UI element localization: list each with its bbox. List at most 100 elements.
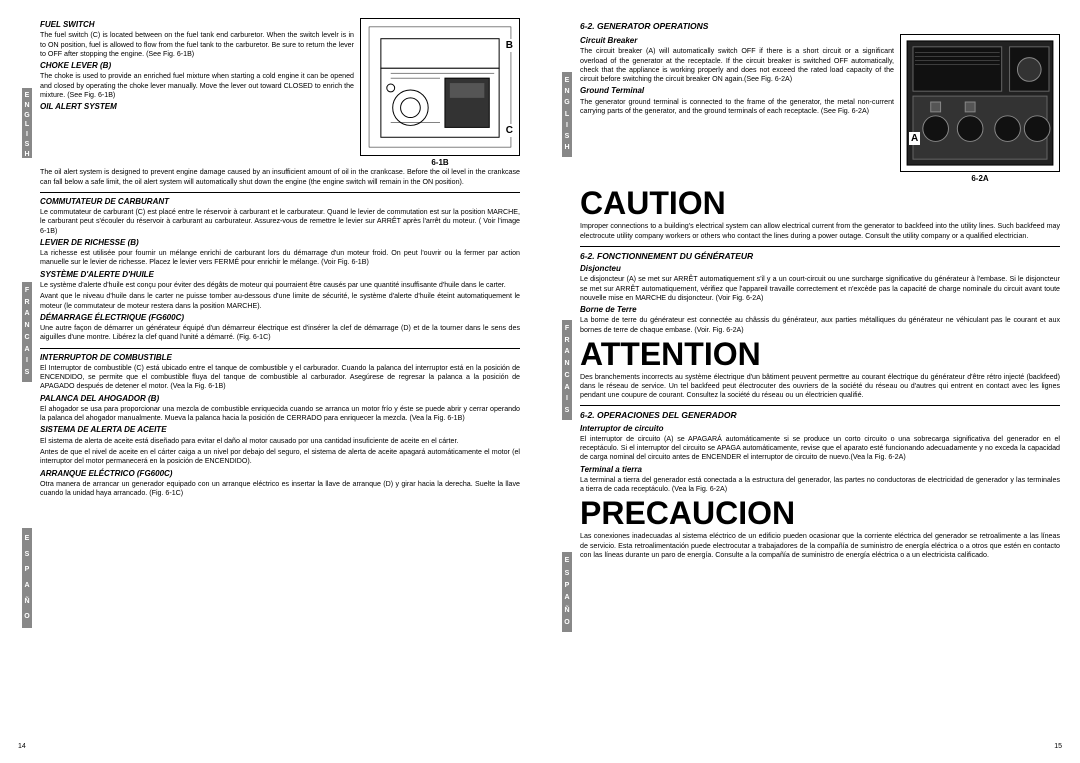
left-content: FUEL SWITCH The fuel switch (C) is locat… — [40, 18, 520, 498]
lang-bar-en-r: E N G L I S H — [562, 72, 572, 157]
text-attention: Des branchements incorrects au système é… — [580, 373, 1060, 401]
lang-letter: S — [565, 569, 570, 579]
divider — [580, 405, 1060, 406]
heading-generator-ops: 6-2. GENERATOR OPERATIONS — [580, 21, 1060, 32]
lang-letter: S — [25, 550, 30, 560]
figure-6-1b: B C 6-1B — [360, 18, 520, 168]
lang-letter: N — [564, 87, 569, 97]
text-fuel-switch: The fuel switch (C) is located between o… — [40, 31, 354, 59]
lang-letter: C — [564, 371, 569, 381]
figure-box-r: A — [900, 34, 1060, 172]
text-ground-terminal: The generator ground terminal is connect… — [580, 98, 894, 116]
heading-interruptor-circ: Interruptor de circuito — [580, 424, 1060, 434]
text-choke-lever: The choke is used to provide an enriched… — [40, 72, 354, 100]
lang-letter: I — [566, 121, 568, 131]
lang-letter: C — [24, 333, 29, 343]
text-oil-alert: The oil alert system is designed to prev… — [40, 168, 520, 186]
text-sistema-alerta: El sistema de alerta de aceite está dise… — [40, 437, 520, 446]
engine-diagram-icon — [361, 19, 519, 155]
heading-operaciones: 6-2. OPERACIONES DEL GENERADOR — [580, 410, 1060, 421]
lang-letter: H — [564, 143, 569, 153]
text-palanca: El ahogador se usa para proporcionar una… — [40, 405, 520, 423]
lang-letter: N — [24, 321, 29, 331]
heading-circuit-breaker: Circuit Breaker — [580, 36, 894, 46]
lang-letter: E — [25, 534, 30, 544]
lang-letter: F — [25, 286, 29, 296]
text-caution: Improper connections to a building's ele… — [580, 222, 1060, 240]
fig-label-c: C — [506, 124, 513, 137]
lang-letter: Ñ — [564, 606, 569, 616]
lang-letter: O — [564, 618, 569, 628]
lang-letter: S — [25, 368, 30, 378]
en-section: FUEL SWITCH The fuel switch (C) is locat… — [40, 18, 520, 168]
heading-commutateur: COMMUTATEUR DE CARBURANT — [40, 197, 520, 207]
fig-label-a: A — [909, 132, 920, 145]
panel-diagram-icon — [901, 35, 1059, 171]
fig-caption-6-1b: 6-1B — [360, 158, 520, 168]
lang-letter: G — [24, 111, 29, 121]
lang-letter: E — [25, 91, 30, 101]
lang-letter: H — [24, 150, 29, 160]
divider — [580, 246, 1060, 247]
figure-box: B C — [360, 18, 520, 156]
text-terminal-tierra: La terminal a tierra del generador está … — [580, 476, 1060, 494]
precaucion-word: PRECAUCION — [580, 497, 1060, 529]
lang-letter: G — [564, 98, 569, 108]
heading-demarrage: DÉMARRAGE ÉLECTRIQUE (FG600C) — [40, 313, 520, 323]
text-borne-terre: La borne de terre du générateur est conn… — [580, 316, 1060, 334]
fig-caption-6-2a: 6-2A — [900, 174, 1060, 184]
page-right: E N G L I S H F R A N C A I S E S P A Ñ … — [540, 0, 1080, 763]
lang-letter: A — [564, 593, 569, 603]
text-systeme-alerte-b: Avant que le niveau d'huile dans le cart… — [40, 292, 520, 310]
caution-word: CAUTION — [580, 187, 1060, 219]
lang-bar-fr: F R A N C A I S — [22, 282, 32, 382]
lang-letter: A — [24, 345, 29, 355]
page-left: E N G L I S H F R A N C A I S E S P A Ñ … — [0, 0, 540, 763]
page-number-right: 15 — [1054, 742, 1062, 751]
en-section-r: Circuit Breaker The circuit breaker (A) … — [580, 34, 1060, 184]
lang-letter: I — [26, 356, 28, 366]
lang-letter: N — [564, 359, 569, 369]
lang-letter: N — [24, 101, 29, 111]
attention-word: ATTENTION — [580, 338, 1060, 370]
lang-letter: Ñ — [24, 597, 29, 607]
lang-letter: R — [24, 298, 29, 308]
heading-disjoncteur: Disjoncteu — [580, 264, 1060, 274]
lang-letter: S — [565, 132, 570, 142]
text-interruptor-circ: El interruptor de circuito (A) se APAGAR… — [580, 435, 1060, 463]
text-sistema-alerta-b: Antes de que el nivel de aceite en el cá… — [40, 448, 520, 466]
heading-borne-terre: Borne de Terre — [580, 305, 1060, 315]
lang-bar-fr-r: F R A N C A I S — [562, 320, 572, 420]
lang-letter: A — [24, 581, 29, 591]
lang-letter: A — [564, 347, 569, 357]
lang-letter: I — [26, 130, 28, 140]
text-commutateur: Le commutateur de carburant (C) est plac… — [40, 208, 520, 236]
lang-letter: O — [24, 612, 29, 622]
lang-letter: P — [565, 581, 570, 591]
heading-levier: LEVIER DE RICHESSE (B) — [40, 238, 520, 248]
lang-bar-es: E S P A Ñ O — [22, 528, 32, 628]
divider — [40, 192, 520, 193]
divider — [40, 348, 520, 349]
lang-letter: L — [25, 120, 29, 130]
right-content: 6-2. GENERATOR OPERATIONS Circuit Breake… — [580, 21, 1060, 560]
lang-letter: R — [564, 336, 569, 346]
heading-interruptor: INTERRUPTOR DE COMBUSTIBLE — [40, 353, 520, 363]
heading-fuel-switch: FUEL SWITCH — [40, 20, 354, 30]
heading-fonctionnement: 6-2. FONCTIONNEMENT DU GÉNÉRATEUR — [580, 251, 1060, 262]
lang-letter: P — [25, 565, 30, 575]
heading-oil-alert: OIL ALERT SYSTEM — [40, 102, 354, 112]
heading-ground-terminal: Ground Terminal — [580, 86, 894, 96]
lang-letter: S — [25, 140, 30, 150]
text-interruptor: El Interruptor de combustible (C) está u… — [40, 364, 520, 392]
heading-choke-lever: CHOKE LEVER (B) — [40, 61, 354, 71]
text-demarrage: Une autre façon de démarrer un générateu… — [40, 324, 520, 342]
lang-bar-en: E N G L I S H — [22, 88, 32, 158]
lang-letter: I — [566, 394, 568, 404]
lang-letter: A — [564, 383, 569, 393]
text-precaucion: Las conexiones inadecuadas al sistema el… — [580, 532, 1060, 560]
heading-sistema-alerta: SISTEMA DE ALERTA DE ACEITE — [40, 425, 520, 435]
lang-letter: L — [565, 110, 569, 120]
text-arranque: Otra manera de arrancar un generador equ… — [40, 480, 520, 498]
heading-arranque: ARRANQUE ELÉCTRICO (FG600C) — [40, 469, 520, 479]
